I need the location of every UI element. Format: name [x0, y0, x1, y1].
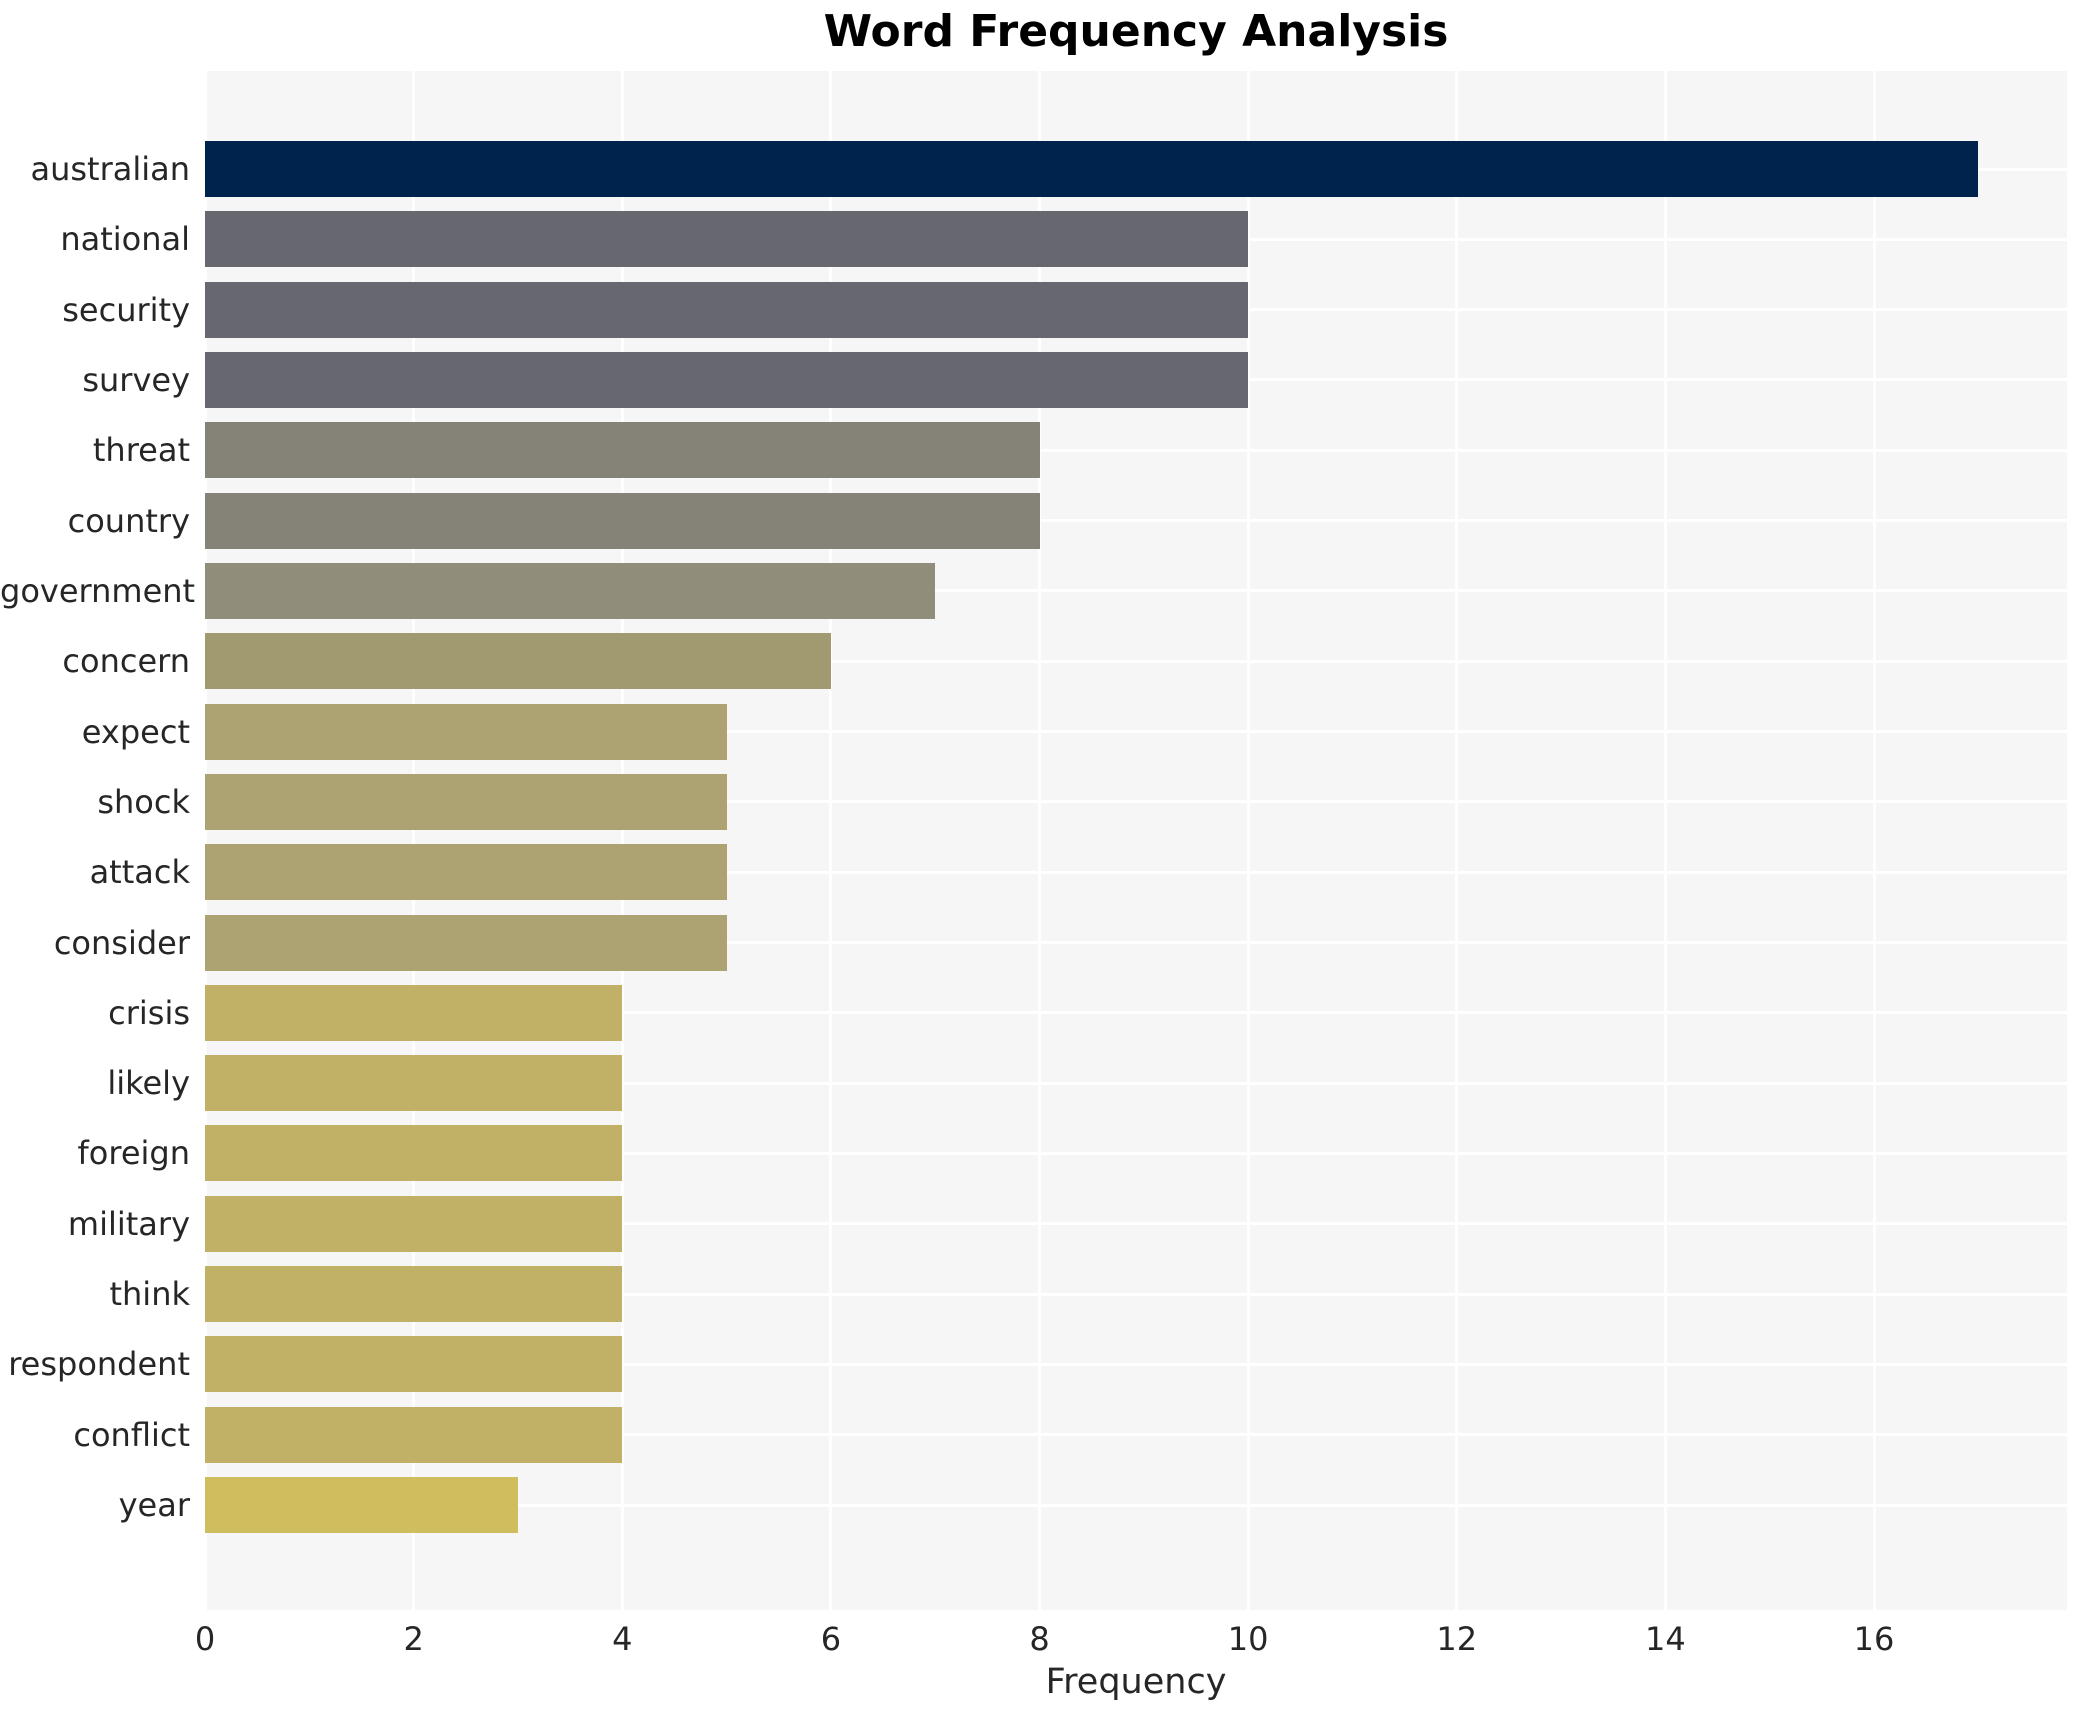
- gridline-horizontal: [205, 870, 2067, 874]
- y-tick-label-likely: likely: [107, 1064, 190, 1103]
- bar-national: [205, 211, 1249, 268]
- bar-australian: [205, 141, 1979, 197]
- gridline-vertical: [412, 71, 416, 1610]
- y-tick-label-military: military: [67, 1204, 190, 1243]
- x-tick-label-4: 4: [612, 1620, 633, 1658]
- gridline-horizontal: [205, 1081, 2067, 1085]
- gridline-vertical: [1455, 71, 1459, 1610]
- gridline-horizontal: [205, 448, 2067, 452]
- y-tick-label-conflict: conflict: [73, 1415, 190, 1454]
- bar-likely: [205, 1055, 623, 1112]
- gridline-vertical: [203, 71, 207, 1610]
- y-tick-label-shock: shock: [97, 782, 190, 821]
- x-tick-label-2: 2: [403, 1620, 424, 1658]
- bar-think: [205, 1266, 623, 1323]
- gridline-horizontal: [205, 1292, 2067, 1296]
- bar-foreign: [205, 1125, 623, 1182]
- bar-consider: [205, 914, 727, 971]
- y-tick-label-consider: consider: [53, 923, 190, 962]
- bar-survey: [205, 351, 1249, 408]
- bar-country: [205, 492, 1040, 549]
- plot-area: [203, 71, 2067, 1610]
- bar-security: [205, 281, 1249, 338]
- bar-year: [205, 1477, 518, 1534]
- gridline-vertical: [1663, 71, 1667, 1610]
- bar-expect: [205, 703, 727, 760]
- gridline-horizontal: [205, 1503, 2067, 1507]
- y-tick-label-foreign: foreign: [77, 1134, 190, 1173]
- x-axis-title: Frequency: [1045, 1662, 1227, 1702]
- bar-military: [205, 1195, 623, 1252]
- y-tick-label-crisis: crisis: [108, 993, 190, 1032]
- gridline-horizontal: [205, 519, 2067, 523]
- bar-conflict: [205, 1406, 623, 1463]
- gridline-vertical: [829, 71, 833, 1610]
- gridline-horizontal: [205, 730, 2067, 734]
- y-tick-label-attack: attack: [89, 853, 190, 892]
- y-tick-label-year: year: [118, 1486, 190, 1525]
- y-tick-label-expect: expect: [81, 712, 190, 751]
- x-tick-label-10: 10: [1227, 1620, 1269, 1658]
- gridline-horizontal: [205, 941, 2067, 945]
- gridline-horizontal: [205, 1151, 2067, 1155]
- bar-concern: [205, 633, 831, 690]
- gridline-vertical: [1038, 71, 1041, 1610]
- bar-shock: [205, 773, 727, 830]
- y-tick-label-government: government: [0, 571, 196, 610]
- bar-attack: [205, 844, 727, 901]
- x-tick-label-14: 14: [1645, 1620, 1686, 1658]
- gridline-horizontal: [205, 1362, 2067, 1366]
- bar-threat: [205, 422, 1040, 479]
- x-tick-label-8: 8: [1029, 1620, 1050, 1658]
- x-tick-label-16: 16: [1853, 1620, 1895, 1658]
- chart-title: Word Frequency Analysis: [823, 6, 1449, 57]
- y-tick-label-survey: survey: [82, 360, 190, 399]
- gridline-vertical: [620, 71, 624, 1610]
- y-tick-label-respondent: respondent: [8, 1345, 190, 1384]
- bar-government: [205, 562, 936, 619]
- gridline-vertical: [1872, 71, 1876, 1610]
- bar-crisis: [205, 984, 623, 1041]
- y-tick-label-national: national: [60, 220, 190, 259]
- x-tick-label-6: 6: [820, 1620, 842, 1658]
- x-tick-label-0: 0: [194, 1620, 216, 1658]
- gridline-vertical: [1246, 71, 1250, 1610]
- gridline-horizontal: [205, 1433, 2067, 1437]
- y-tick-label-security: security: [62, 290, 190, 329]
- y-tick-label-concern: concern: [62, 642, 190, 681]
- gridline-horizontal: [205, 659, 2067, 663]
- y-tick-label-think: think: [109, 1275, 190, 1314]
- gridline-horizontal: [205, 800, 2067, 804]
- bar-respondent: [205, 1336, 623, 1393]
- y-tick-label-threat: threat: [92, 431, 190, 470]
- x-tick-label-12: 12: [1436, 1620, 1478, 1658]
- y-tick-label-australian: australian: [30, 150, 190, 188]
- gridline-horizontal: [205, 589, 2067, 593]
- gridline-horizontal: [205, 1011, 2067, 1015]
- y-tick-label-country: country: [67, 501, 190, 540]
- gridline-horizontal: [205, 1222, 2067, 1226]
